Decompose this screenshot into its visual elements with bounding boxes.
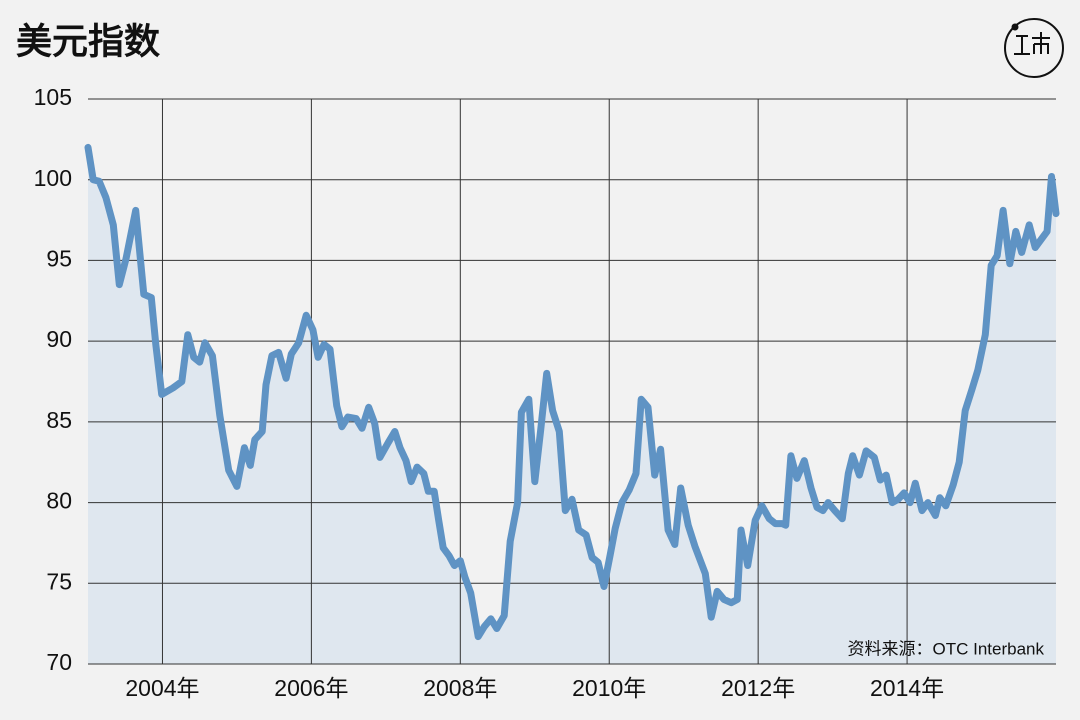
source-note: 资料来源：OTC Interbank [848, 639, 1045, 658]
y-tick-label: 85 [46, 407, 72, 433]
y-tick-label: 105 [34, 84, 72, 110]
x-tick-label: 2008年 [423, 675, 497, 701]
x-tick-label: 2014年 [870, 675, 944, 701]
logo [1004, 18, 1064, 78]
y-tick-label: 70 [46, 649, 72, 675]
x-tick-label: 2006年 [274, 675, 348, 701]
y-tick-label: 100 [34, 165, 72, 191]
x-tick-label: 2010年 [572, 675, 646, 701]
y-tick-label: 75 [46, 568, 72, 594]
chart-title: 美元指数 [16, 21, 160, 62]
area [88, 147, 1056, 664]
line [84, 143, 1060, 641]
x-tick-label: 2012年 [721, 675, 795, 701]
y-tick-label: 95 [46, 246, 72, 272]
y-tick-label: 80 [46, 488, 72, 514]
y-tick-label: 90 [46, 326, 72, 352]
x-tick-label: 2004年 [125, 675, 199, 701]
